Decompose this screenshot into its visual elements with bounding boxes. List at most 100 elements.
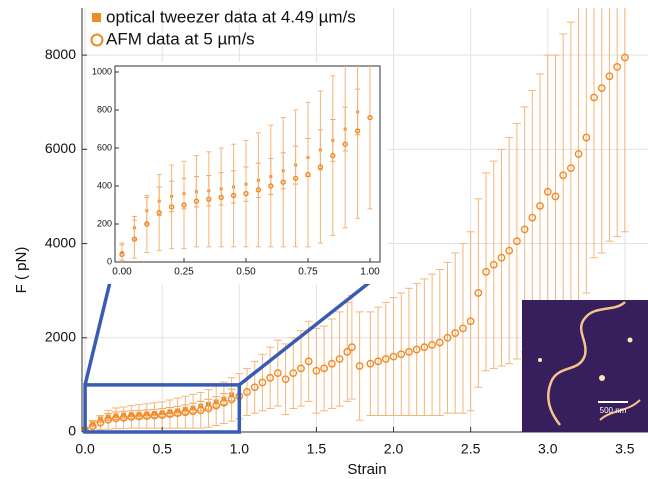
- data-point: [343, 348, 352, 356]
- data-point: [513, 237, 521, 246]
- inset-y-tick-label: 1000: [92, 66, 112, 76]
- data-point: [327, 359, 336, 368]
- data-point: [158, 411, 167, 419]
- inset-x-tick-label: 0.25: [174, 267, 194, 278]
- data-point: [156, 209, 162, 216]
- data-point: [466, 317, 475, 326]
- data-point: [255, 187, 262, 193]
- data-point: [268, 183, 274, 189]
- data-point: [168, 204, 175, 210]
- data-point: [559, 171, 568, 180]
- data-point: [212, 401, 221, 410]
- x-tick-label: 1.0: [230, 441, 250, 457]
- zoom-indicator: [83, 280, 372, 434]
- molecule: [547, 301, 626, 426]
- data-point: [520, 225, 529, 234]
- data-point: [135, 412, 143, 421]
- inset-plot: [119, 66, 373, 262]
- data-point: [597, 84, 606, 92]
- x-tick-label: 2.0: [384, 441, 404, 457]
- inset-x-tick-label: 1.00: [360, 267, 380, 278]
- y-tick-label: 8000: [45, 46, 76, 62]
- image-background: [522, 300, 648, 432]
- data-point: [150, 411, 159, 420]
- data-point: [590, 93, 598, 102]
- x-tick-label: 0.5: [152, 441, 172, 457]
- y-tick-label: 6000: [45, 140, 76, 156]
- inset-x-tick-label: 0.75: [298, 267, 318, 278]
- data-point: [142, 412, 151, 420]
- data-point: [451, 329, 460, 337]
- zoom-connector: [238, 280, 372, 387]
- data-point: [355, 362, 364, 370]
- data-point: [273, 369, 282, 378]
- data-point: [605, 72, 614, 81]
- data-point: [435, 338, 444, 347]
- y-tick-label: 0: [68, 423, 76, 439]
- data-point: [482, 267, 490, 276]
- inset-x-tick-label: 0.00: [112, 267, 132, 278]
- data-point: [566, 164, 575, 173]
- data-point: [104, 415, 113, 424]
- inset-y-tick-label: 200: [97, 218, 112, 228]
- data-point: [289, 369, 298, 378]
- data-point: [181, 408, 190, 417]
- data-point: [193, 198, 200, 204]
- data-point: [528, 213, 537, 222]
- inset-y-tick-label: 800: [97, 104, 112, 114]
- data-point: [347, 343, 356, 352]
- x-tick-label: 3.0: [538, 441, 558, 457]
- data-point: [320, 364, 329, 373]
- data-point: [497, 253, 506, 262]
- data-point: [166, 410, 174, 418]
- data-point: [292, 175, 299, 182]
- data-point: [342, 141, 348, 147]
- data-point: [243, 190, 249, 197]
- data-point: [196, 406, 205, 415]
- y-tick-label: 2000: [45, 328, 76, 344]
- data-point: [312, 366, 321, 375]
- data-point: [582, 133, 591, 142]
- data-point: [266, 373, 275, 382]
- data-point: [112, 414, 120, 423]
- data-point: [250, 383, 259, 392]
- data-point: [119, 413, 128, 422]
- data-point: [536, 201, 544, 210]
- data-point: [474, 289, 483, 297]
- inset-y-tick-label: 400: [97, 180, 112, 190]
- data-point: [230, 192, 237, 199]
- data-point: [613, 62, 622, 71]
- data-point: [144, 221, 150, 227]
- image-texture: [522, 300, 648, 432]
- data-point: [574, 150, 583, 158]
- data-point: [304, 357, 313, 366]
- data-point: [428, 340, 436, 349]
- data-point: [366, 359, 375, 368]
- legend-marker: [90, 33, 104, 47]
- data-point: [119, 251, 125, 258]
- data-point: [204, 404, 213, 413]
- data-point: [459, 324, 467, 333]
- inset-x-tick-label: 0.50: [236, 267, 256, 278]
- data-point: [173, 409, 182, 418]
- legend-marker: [92, 13, 101, 22]
- data-point: [381, 355, 390, 363]
- x-tick-label: 2.5: [461, 441, 481, 457]
- data-point: [281, 375, 290, 384]
- data-point: [131, 236, 138, 242]
- data-point: [397, 350, 406, 359]
- x-tick-label: 0.0: [75, 441, 95, 457]
- microscopy-image: 500 nm: [522, 300, 648, 432]
- inset-background: [88, 62, 388, 284]
- particle: [627, 337, 633, 343]
- data-point: [181, 202, 187, 208]
- data-point: [206, 196, 212, 203]
- data-point: [330, 152, 336, 159]
- inset-y-tick-label: 0: [107, 256, 112, 266]
- data-point: [505, 246, 514, 255]
- molecule: [599, 399, 641, 421]
- data-point: [219, 398, 228, 407]
- data-point: [412, 345, 421, 354]
- data-point: [243, 388, 251, 396]
